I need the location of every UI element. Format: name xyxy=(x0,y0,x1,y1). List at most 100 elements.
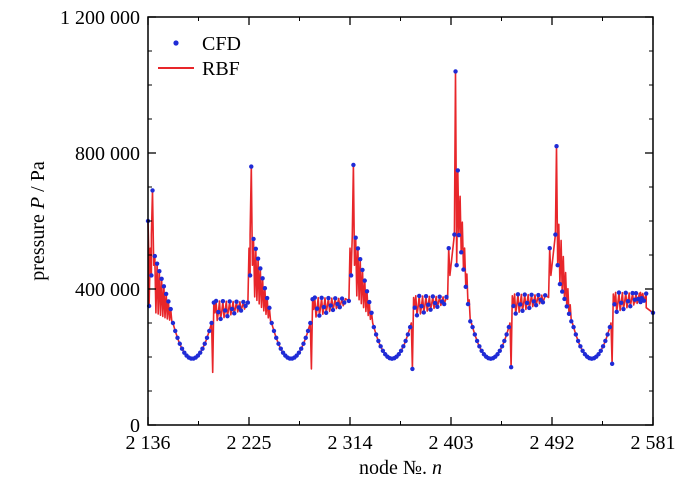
data-point-cfd xyxy=(619,300,624,305)
data-point-cfd xyxy=(241,299,246,305)
data-point-cfd xyxy=(271,328,277,334)
data-point-cfd xyxy=(468,319,473,324)
data-point-cfd xyxy=(163,291,169,297)
data-point-cfd xyxy=(303,335,308,341)
data-point-cfd xyxy=(333,296,338,301)
y-tick-label: 1 200 000 xyxy=(60,7,140,29)
data-point-cfd xyxy=(401,344,406,349)
data-point-cfd xyxy=(348,273,354,278)
data-point-cfd xyxy=(337,304,342,310)
data-point-cfd xyxy=(179,346,185,351)
data-point-cfd xyxy=(249,164,254,169)
data-point-cfd xyxy=(564,304,569,309)
data-point-cfd xyxy=(474,338,480,344)
data-point-cfd xyxy=(308,320,313,326)
data-point-cfd xyxy=(405,332,411,337)
data-point-cfd xyxy=(596,352,601,357)
data-point-cfd xyxy=(455,168,461,173)
tick-layer: 2 136 2 225 2 314 2 403 2 492 2 581 0 400 000 80… xyxy=(60,7,676,454)
data-point-cfd xyxy=(278,346,283,351)
data-point-cfd xyxy=(623,290,628,296)
data-point-cfd xyxy=(264,295,270,301)
data-point-cfd xyxy=(154,261,160,266)
data-point-cfd xyxy=(515,292,521,297)
data-point-cfd xyxy=(262,285,268,291)
data-point-cfd xyxy=(255,256,261,261)
data-point-cfd xyxy=(621,306,626,312)
data-point-cfd xyxy=(566,311,572,317)
data-point-cfd xyxy=(477,344,482,349)
data-point-cfd xyxy=(518,302,523,307)
data-point-cfd xyxy=(641,298,647,303)
data-point-cfd xyxy=(495,352,500,357)
data-point-cfd xyxy=(506,324,512,330)
data-point-cfd xyxy=(360,267,365,273)
data-point-cfd xyxy=(571,324,576,330)
y-tick-label: 800 000 xyxy=(75,143,140,165)
data-point-cfd xyxy=(453,69,458,74)
data-point-cfd xyxy=(553,232,558,237)
data-point-cfd xyxy=(555,263,560,268)
data-point-cfd xyxy=(607,324,613,330)
data-point-cfd xyxy=(598,348,603,353)
data-point-cfd xyxy=(247,273,253,278)
data-point-cfd xyxy=(152,253,158,259)
data-point-cfd xyxy=(638,299,643,305)
data-point-cfd xyxy=(218,316,223,322)
data-point-cfd xyxy=(454,263,459,268)
data-point-cfd xyxy=(195,353,201,358)
data-point-cfd xyxy=(321,304,327,310)
data-point-cfd xyxy=(367,299,372,305)
data-point-cfd xyxy=(419,303,424,309)
data-point-cfd xyxy=(398,348,404,353)
data-point-cfd xyxy=(522,292,527,297)
data-point-cfd xyxy=(342,300,347,305)
data-point-cfd xyxy=(173,328,178,334)
data-point-cfd xyxy=(323,310,329,315)
data-point-cfd xyxy=(253,246,259,251)
data-point-cfd xyxy=(159,276,164,281)
data-point-cfd xyxy=(369,310,374,315)
data-point-cfd xyxy=(432,300,438,306)
data-point-cfd xyxy=(430,294,436,299)
data-point-cfd xyxy=(267,305,272,311)
data-point-cfd xyxy=(573,332,579,337)
data-point-cfd xyxy=(204,335,210,341)
data-layer xyxy=(145,69,656,374)
data-point-cfd xyxy=(513,311,518,316)
data-point-cfd xyxy=(150,188,155,193)
data-point-cfd xyxy=(520,308,525,313)
data-point-cfd xyxy=(630,290,635,296)
data-point-cfd xyxy=(200,346,205,351)
data-point-cfd xyxy=(364,289,370,294)
data-point-cfd xyxy=(542,293,548,298)
data-point-cfd xyxy=(529,292,534,297)
x-tick-label: 2 314 xyxy=(328,432,373,454)
data-point-cfd xyxy=(502,338,507,344)
data-point-cfd xyxy=(444,294,449,300)
data-point-cfd xyxy=(305,328,311,334)
legend-label-rbf: RBF xyxy=(202,58,240,80)
series-line-rbf xyxy=(147,70,654,374)
data-point-cfd xyxy=(636,296,641,302)
data-point-cfd xyxy=(600,344,606,349)
y-axis-title: pressure P / Pa xyxy=(27,161,49,281)
data-point-cfd xyxy=(376,338,381,344)
data-point-cfd xyxy=(603,338,608,344)
x-tick-label: 2 403 xyxy=(429,432,474,454)
data-point-cfd xyxy=(157,269,162,274)
data-point-cfd xyxy=(353,235,358,240)
data-point-cfd xyxy=(414,313,420,318)
data-point-cfd xyxy=(497,348,502,353)
data-point-cfd xyxy=(245,300,251,305)
data-point-cfd xyxy=(238,308,244,313)
data-point-cfd xyxy=(355,246,361,251)
y-tick-label: 400 000 xyxy=(75,279,140,301)
data-point-cfd xyxy=(470,324,475,330)
data-point-cfd xyxy=(472,332,478,337)
data-point-cfd xyxy=(317,313,322,318)
data-point-cfd xyxy=(260,276,265,281)
data-point-cfd xyxy=(326,295,331,301)
data-point-cfd xyxy=(314,306,320,311)
